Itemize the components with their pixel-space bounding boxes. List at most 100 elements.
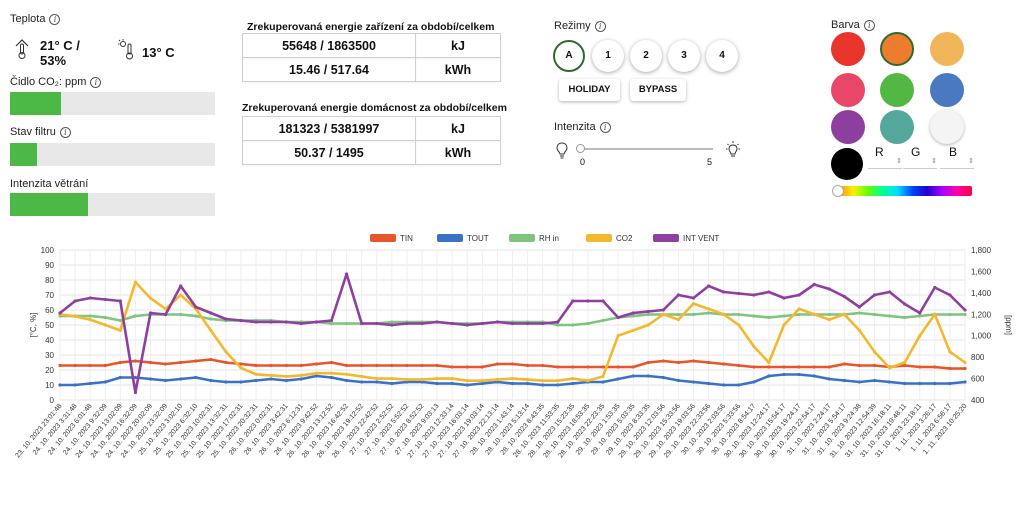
color-swatch[interactable] — [831, 110, 865, 144]
data-point — [737, 383, 741, 387]
data-point — [963, 366, 967, 371]
data-point — [329, 318, 334, 323]
data-point — [601, 374, 605, 379]
data-point — [239, 366, 243, 370]
data-point — [857, 363, 862, 368]
mode-button-a[interactable]: A — [553, 40, 585, 72]
data-point — [254, 378, 258, 383]
data-point — [903, 315, 907, 320]
data-point — [601, 365, 605, 369]
data-point — [918, 334, 922, 338]
color-spectrum-slider[interactable] — [838, 186, 972, 196]
data-point — [435, 381, 439, 386]
energy-device-table: 55648 / 1863500 kJ 15.46 / 517.64 kWh — [242, 33, 501, 82]
data-point — [179, 377, 183, 381]
energy-unit: kJ — [415, 33, 501, 58]
data-point — [239, 362, 243, 366]
red-input[interactable]: ⇕ — [868, 157, 902, 169]
blue-input[interactable]: ⇕ — [940, 157, 974, 169]
data-point — [390, 363, 394, 368]
data-point — [284, 378, 288, 383]
color-swatch[interactable] — [831, 32, 865, 66]
data-point — [163, 378, 168, 383]
data-point — [254, 320, 258, 324]
color-swatch[interactable] — [930, 110, 964, 144]
data-point — [767, 290, 771, 294]
data-point — [797, 372, 801, 377]
data-point — [344, 272, 349, 276]
mode-button-1[interactable]: 1 — [592, 40, 624, 72]
data-point — [872, 363, 877, 368]
color-swatch[interactable] — [880, 73, 914, 107]
data-point — [842, 312, 846, 316]
data-point — [179, 312, 183, 317]
data-point — [918, 381, 922, 386]
data-point — [133, 314, 138, 318]
data-point — [525, 363, 530, 368]
color-swatch[interactable] — [831, 148, 863, 180]
data-point — [254, 363, 258, 368]
color-swatch[interactable] — [930, 73, 964, 107]
data-point — [435, 320, 439, 324]
intensity-max-label: 5 — [707, 157, 713, 167]
mode-button-3[interactable]: 3 — [668, 40, 700, 72]
color-slider-handle[interactable] — [832, 185, 844, 197]
y-tick-label: 40 — [45, 336, 54, 345]
intensity-slider-handle[interactable] — [576, 144, 585, 153]
data-point — [556, 383, 560, 387]
data-point — [887, 380, 892, 384]
data-point — [706, 381, 711, 386]
data-point — [405, 378, 409, 382]
info-icon[interactable]: i — [90, 76, 102, 88]
data-point — [103, 323, 107, 327]
filter-title: Stav filtru i — [10, 126, 71, 138]
data-point — [510, 321, 515, 326]
data-point — [556, 379, 560, 383]
data-point — [58, 311, 62, 315]
info-icon[interactable]: i — [863, 19, 875, 31]
data-point — [857, 380, 862, 384]
data-point — [691, 312, 696, 317]
data-point — [586, 321, 590, 326]
co2-title: Čidlo CO₂: ppm i — [10, 76, 102, 88]
color-swatch[interactable] — [880, 110, 914, 144]
data-point — [903, 363, 907, 368]
y-tick-label: 20 — [45, 366, 54, 375]
data-point — [948, 293, 952, 297]
data-point — [737, 363, 741, 368]
data-point — [706, 284, 711, 288]
data-point — [284, 374, 288, 379]
info-icon[interactable]: i — [59, 126, 71, 138]
data-point — [269, 377, 273, 381]
bypass-button[interactable]: BYPASS — [630, 79, 686, 101]
data-point — [480, 381, 484, 386]
green-input[interactable]: ⇕ — [903, 157, 937, 169]
data-point — [103, 363, 107, 368]
data-point — [872, 312, 877, 317]
color-swatch[interactable] — [930, 32, 964, 66]
info-icon[interactable]: i — [594, 20, 606, 32]
indoor-temperature: 21° C / 53% — [40, 38, 80, 68]
data-point — [390, 320, 394, 324]
data-point — [269, 363, 273, 368]
data-point — [646, 323, 650, 327]
info-icon[interactable]: i — [49, 13, 61, 25]
data-point — [676, 360, 681, 365]
energy-value: 55648 / 1863500 — [242, 33, 416, 58]
mode-button-4[interactable]: 4 — [706, 40, 738, 72]
intensity-slider-track[interactable] — [580, 148, 713, 150]
info-icon[interactable]: i — [599, 121, 611, 133]
table-row: 55648 / 1863500 kJ — [242, 33, 501, 58]
holiday-button[interactable]: HOLIDAY — [559, 79, 620, 101]
legend-item: TOUT — [467, 234, 489, 243]
color-swatch[interactable] — [831, 73, 865, 107]
color-swatch[interactable] — [880, 32, 914, 66]
data-point — [872, 378, 877, 383]
data-point — [375, 363, 379, 368]
table-row: 50.37 / 1495 kWh — [242, 140, 501, 165]
data-point — [676, 312, 681, 317]
mode-button-2[interactable]: 2 — [630, 40, 662, 72]
data-point — [269, 373, 273, 377]
data-point — [948, 366, 952, 371]
y-tick-label: 30 — [45, 351, 54, 360]
